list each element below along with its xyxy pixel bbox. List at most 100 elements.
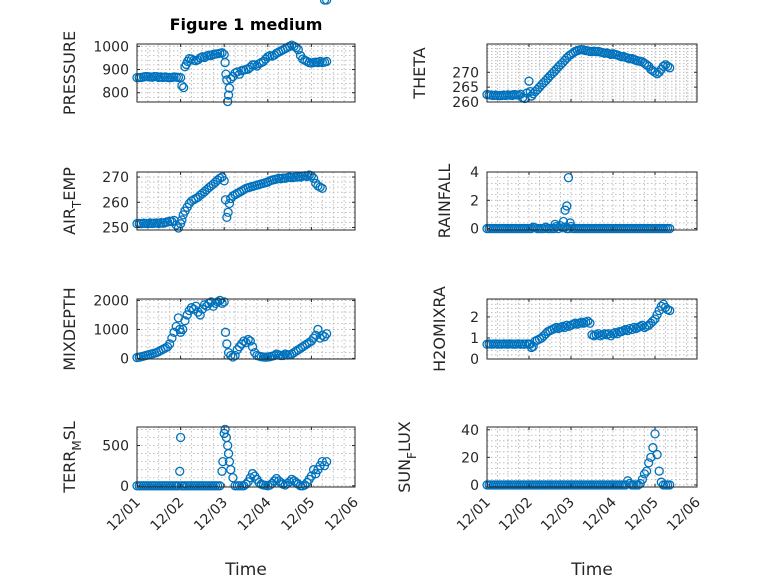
- data-point: [637, 474, 648, 485]
- subplot-mixdepth: 0 1000 2000 MIXDEPTH: [60, 287, 356, 371]
- data-point: [224, 198, 235, 209]
- data-point: [284, 477, 295, 487]
- data-point: [182, 310, 192, 320]
- x-tick-label: 12/05: [278, 495, 318, 535]
- data-point: [184, 305, 194, 316]
- x-tick-label: 12/01: [104, 495, 144, 535]
- data-point: [220, 327, 231, 337]
- series-points: [482, 429, 675, 490]
- y-label-part: TERR: [60, 451, 79, 494]
- data-point: [665, 63, 675, 73]
- x-tick-label: 12/06: [664, 494, 704, 534]
- data-point: [222, 212, 232, 223]
- y-tick-label: 0: [120, 351, 129, 367]
- y-tick-label: 0: [470, 222, 479, 238]
- data-point: [232, 345, 242, 355]
- data-point: [322, 0, 332, 5]
- y-tick-label: 2000: [93, 293, 129, 309]
- y-tick-label: 0: [470, 478, 479, 494]
- data-point: [560, 205, 570, 215]
- data-point: [177, 81, 187, 91]
- y-tick-label: 0: [470, 352, 479, 368]
- data-point: [219, 176, 229, 186]
- data-point: [644, 458, 654, 468]
- data-point: [178, 324, 188, 335]
- y-axis-label: SUNFLUX: [395, 421, 419, 493]
- data-point: [637, 320, 648, 330]
- y-label-part: SL: [60, 421, 79, 440]
- y-label-part: EMP: [60, 167, 79, 201]
- subplot-sun_flux: 0 20 40 12/01 12/02 12/03 12/04 12/05 12/06 Time S…: [395, 421, 704, 580]
- x-tick-label: 12/03: [538, 495, 578, 535]
- data-point: [241, 479, 251, 489]
- data-point: [217, 48, 227, 58]
- data-point: [232, 67, 242, 77]
- series-points: [482, 299, 675, 353]
- x-tick-label: 12/05: [622, 495, 662, 535]
- data-point: [291, 42, 301, 53]
- data-point: [319, 332, 330, 342]
- axes-frame: [486, 171, 698, 231]
- subplot-air_temp: 250 260 270 AIRTEMP: [60, 0, 356, 236]
- data-point: [627, 324, 637, 335]
- chart-title: Figure 1 medium: [170, 15, 323, 34]
- data-point: [662, 61, 673, 71]
- data-point: [226, 74, 236, 84]
- data-point: [315, 182, 325, 192]
- axes-frame: [136, 426, 356, 488]
- data-point: [317, 183, 327, 194]
- data-point: [226, 350, 236, 361]
- data-point: [169, 327, 179, 337]
- data-point: [175, 466, 185, 476]
- y-tick-label: 260: [102, 195, 129, 211]
- data-point: [658, 61, 669, 71]
- data-point: [247, 469, 258, 479]
- data-point: [167, 333, 177, 343]
- y-axis-label: PRESSURE: [60, 31, 79, 115]
- data-point: [269, 350, 279, 361]
- data-point: [317, 330, 327, 340]
- axes-frame: [136, 171, 356, 231]
- axes-frame: [136, 43, 356, 103]
- data-point: [223, 207, 233, 217]
- data-point: [558, 216, 569, 227]
- y-tick-label: 2: [470, 310, 479, 326]
- y-axis-label: H2OMIXRA: [430, 286, 449, 372]
- subplot-terr_msl: 0 500 12/01 12/02 12/03 12/04 12/05 12/06 Time TE…: [60, 421, 362, 580]
- data-point: [665, 223, 675, 234]
- y-axis-label: RAINFALL: [435, 164, 454, 239]
- data-point: [234, 342, 245, 352]
- axes-frame: [486, 43, 698, 103]
- axes-frame: [486, 298, 698, 360]
- x-tick-label: 12/01: [454, 495, 494, 535]
- subplot-h2omixra: 0 1 2 H2OMIXRA: [430, 286, 698, 372]
- data-point: [219, 297, 229, 307]
- data-point: [162, 342, 173, 352]
- data-point: [563, 173, 574, 183]
- data-point: [293, 479, 303, 489]
- data-point: [528, 341, 538, 352]
- data-point: [278, 350, 288, 361]
- data-point: [648, 443, 658, 453]
- y-axis-label: AIRTEMP: [60, 167, 84, 235]
- data-point: [560, 322, 570, 333]
- data-point: [173, 223, 184, 233]
- data-point: [308, 333, 319, 343]
- data-point: [322, 329, 332, 339]
- y-label-subscript: M: [70, 440, 84, 450]
- data-point: [665, 305, 675, 316]
- data-point: [313, 324, 323, 335]
- data-point: [222, 339, 232, 349]
- data-point: [585, 318, 595, 328]
- x-tick-label: 12/06: [322, 494, 362, 534]
- data-point: [195, 310, 205, 320]
- y-tick-label: 270: [452, 65, 479, 81]
- y-label-part: SUN: [395, 459, 414, 493]
- data-point: [583, 316, 593, 326]
- x-tick-label: 12/03: [191, 495, 231, 535]
- data-point: [300, 480, 310, 490]
- y-tick-label: 0: [120, 479, 129, 495]
- y-tick-label: 270: [102, 170, 129, 186]
